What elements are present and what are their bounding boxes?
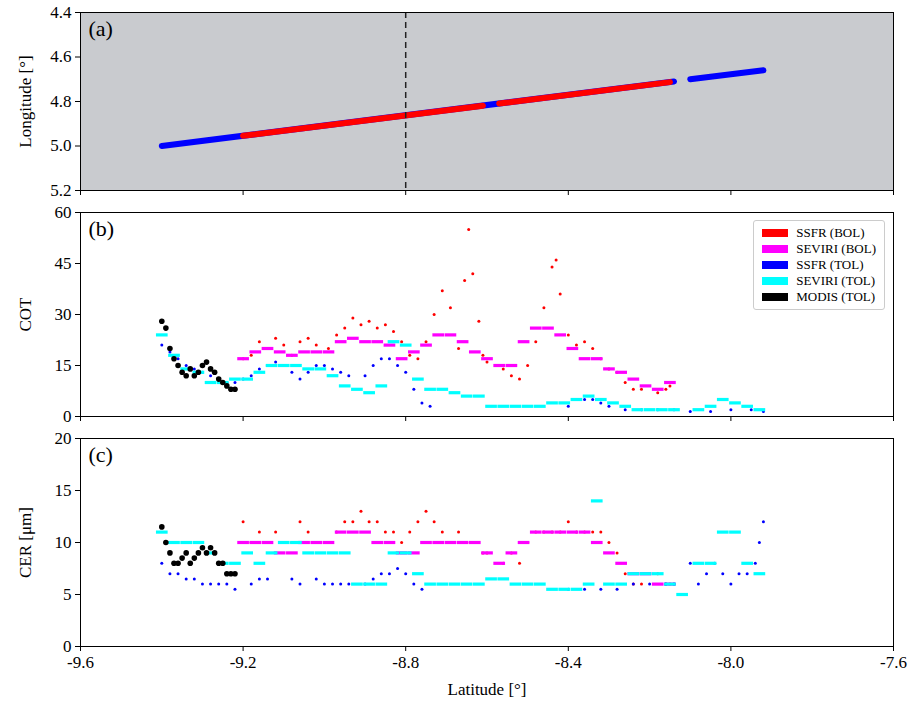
svg-text:COT: COT <box>16 297 35 332</box>
svg-text:0: 0 <box>63 636 72 656</box>
html-text:SEVIRI (BOL): SEVIRI (BOL) <box>796 241 876 256</box>
svg-text:15: 15 <box>55 356 72 375</box>
svg-text:Latitude [°]: Latitude [°] <box>447 680 526 699</box>
svg-text:-9.6: -9.6 <box>67 653 94 672</box>
svg-text:0: 0 <box>63 407 72 426</box>
html-text:SSFR (TOL): SSFR (TOL) <box>796 257 864 272</box>
html-text:SEVIRI (TOL): SEVIRI (TOL) <box>796 273 875 288</box>
svg-text:(c): (c) <box>89 442 113 467</box>
svg-text:45: 45 <box>55 254 72 273</box>
svg-text:-9.2: -9.2 <box>230 653 257 672</box>
svg-text:10: 10 <box>55 533 72 552</box>
svg-text:60: 60 <box>55 203 72 222</box>
svg-text:4.4: 4.4 <box>50 3 72 22</box>
svg-text:(a): (a) <box>89 16 113 41</box>
svg-text:4.6: 4.6 <box>50 47 71 66</box>
svg-text:Longitude [°]: Longitude [°] <box>16 55 35 147</box>
svg-text:-8.4: -8.4 <box>555 653 582 672</box>
svg-text:15: 15 <box>55 481 72 500</box>
html-text:SSFR (BOL): SSFR (BOL) <box>796 225 865 240</box>
svg-text:5.0: 5.0 <box>50 136 71 155</box>
html-text:MODIS (TOL): MODIS (TOL) <box>796 289 875 304</box>
svg-text:4.8: 4.8 <box>50 92 71 111</box>
svg-text:30: 30 <box>55 305 72 324</box>
svg-text:CER [μm]: CER [μm] <box>16 507 35 578</box>
svg-text:5.2: 5.2 <box>50 181 71 200</box>
svg-text:-8.8: -8.8 <box>392 653 419 672</box>
svg-text:-7.6: -7.6 <box>880 653 907 672</box>
svg-text:-8.0: -8.0 <box>717 653 744 672</box>
svg-text:(b): (b) <box>89 216 115 241</box>
svg-text:5: 5 <box>63 585 72 604</box>
svg-text:20: 20 <box>55 429 72 448</box>
